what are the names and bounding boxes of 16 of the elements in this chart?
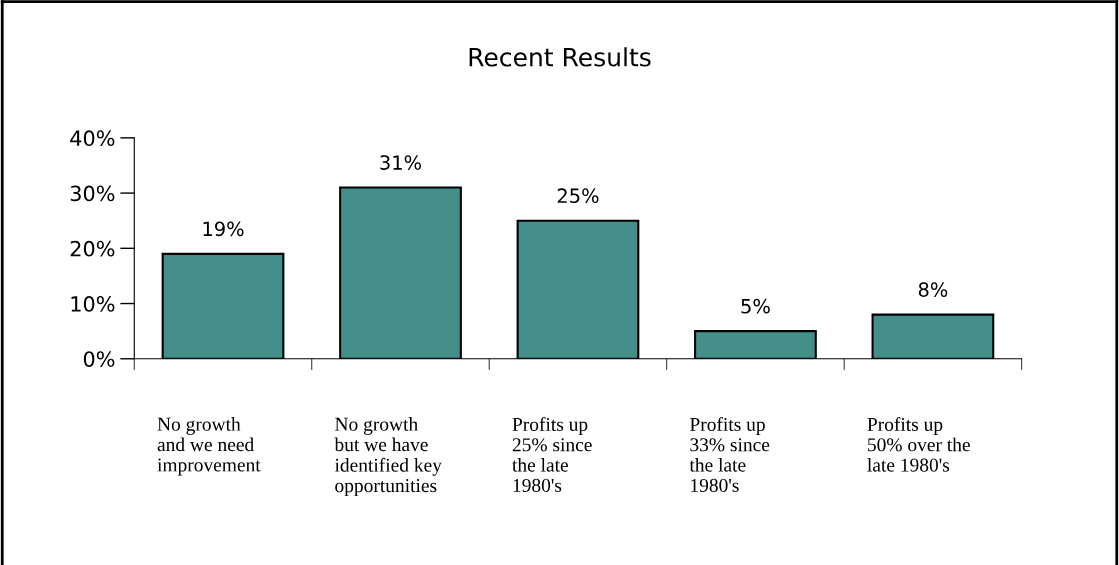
x-tick-label: No growth but we have identified key opportunities bbox=[334, 417, 442, 497]
x-tick-label: Profits up 25% since the late 1980's bbox=[512, 417, 592, 492]
y-tick-label: 40% bbox=[70, 130, 115, 147]
y-tick-label: 20% bbox=[70, 240, 115, 257]
x-tick-label: No growth and we need improvement bbox=[157, 417, 261, 476]
data-label: 8% bbox=[918, 282, 948, 297]
y-tick-label: 0% bbox=[83, 351, 115, 367]
data-label: 19% bbox=[203, 221, 244, 237]
chart-title: Recent Results bbox=[469, 47, 651, 67]
data-label: 25% bbox=[557, 188, 599, 204]
data-label: 5% bbox=[741, 298, 770, 314]
y-tick-label: 10% bbox=[71, 296, 115, 312]
data-label: 31% bbox=[380, 155, 422, 170]
y-tick-label: 30% bbox=[70, 185, 115, 202]
x-tick-label: Profits up 33% since the late 1980's bbox=[689, 417, 770, 492]
x-tick-label: Profits up 50% over the late 1980's bbox=[867, 417, 970, 472]
